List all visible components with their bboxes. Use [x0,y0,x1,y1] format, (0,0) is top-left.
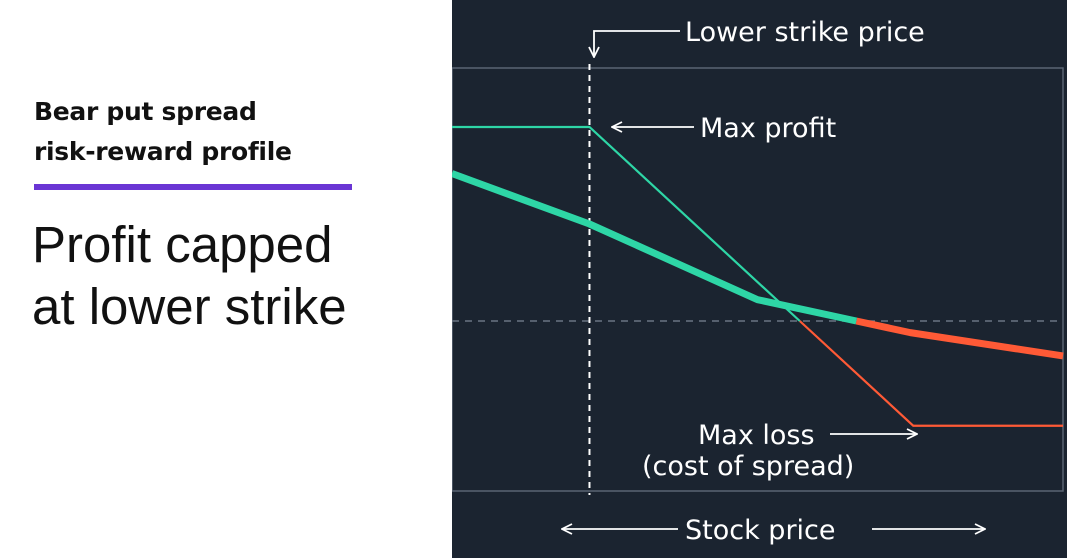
x-axis-label: Stock price [685,515,836,546]
lower-strike-label: Lower strike price [685,17,925,48]
lower-strike-pointer [594,30,680,57]
series-layer [452,125,1064,427]
max-profit-label: Max profit [700,113,836,144]
chart-subtitle: Bear put spread risk-reward profile [34,92,292,172]
subtitle-line-1: Bear put spread [34,97,257,126]
spread-line-loss [799,320,1063,427]
spread-line-profit [452,125,801,322]
chart-panel: Lower strike price Max profit Max loss (… [452,0,1067,558]
max-loss-sublabel: (cost of spread) [642,451,854,482]
stock-line-loss [855,317,1064,360]
headline: Profit capped at lower strike [32,214,347,338]
risk-reward-chart: Lower strike price Max profit Max loss (… [452,17,1064,546]
headline-line-2: at lower strike [32,278,347,335]
accent-divider [34,184,352,190]
stock-line-profit [452,170,858,325]
headline-line-1: Profit capped [32,216,333,273]
left-panel: Bear put spread risk-reward profile Prof… [0,0,452,558]
max-loss-label: Max loss [698,420,815,451]
plot-frame [452,67,1064,492]
subtitle-line-2: risk-reward profile [34,137,292,166]
